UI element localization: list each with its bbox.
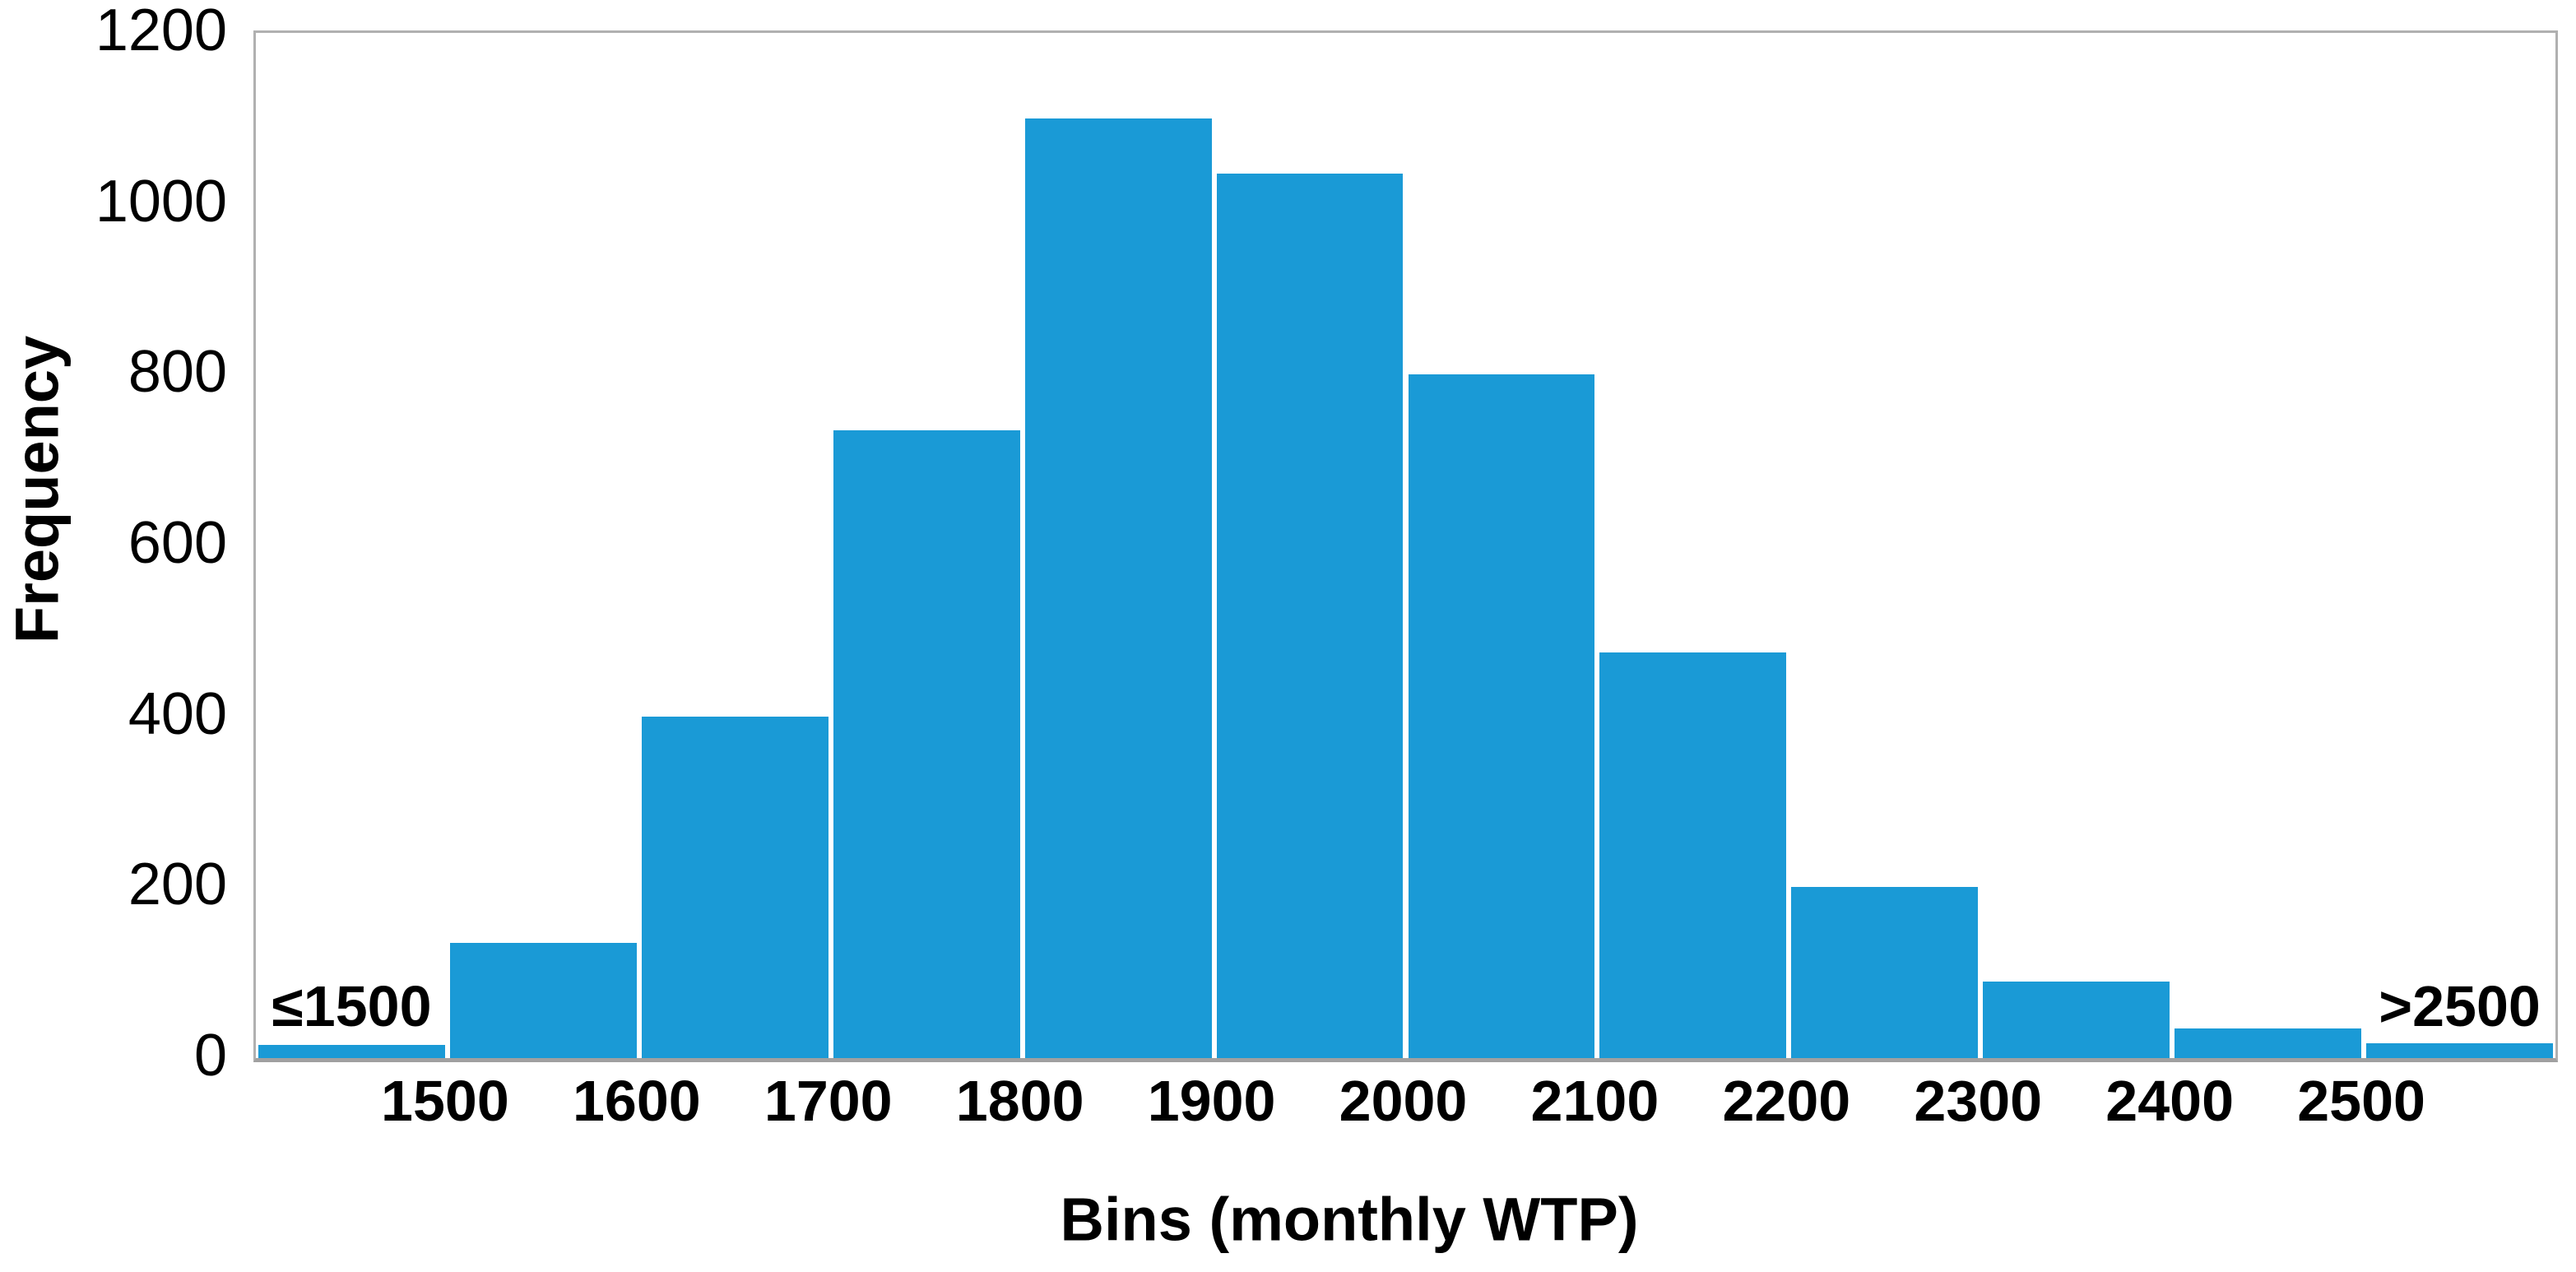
histogram-bar [1791, 887, 1979, 1058]
y-axis-tick-label: 800 [128, 339, 227, 406]
bar-annotation: ≤1500 [272, 974, 432, 1038]
y-axis-title: Frequency [2, 335, 72, 644]
histogram-bar [1216, 174, 1404, 1058]
histogram-bar [2175, 1028, 2362, 1058]
y-axis-tick-label: 1000 [95, 168, 227, 234]
x-axis-tick-label: 2500 [2297, 1069, 2425, 1133]
x-axis-tick-label: 2100 [1530, 1069, 1659, 1133]
x-axis-tick-label: 1800 [955, 1069, 1084, 1133]
x-axis-tick-label: 2300 [1914, 1069, 2043, 1133]
x-axis-tick-label: 2000 [1339, 1069, 1468, 1133]
x-axis-title: Bins (monthly WTP) [1060, 1185, 1639, 1254]
histogram-bar [1983, 981, 2170, 1058]
histogram-bar [641, 716, 828, 1058]
x-axis-tick-label: 2200 [1722, 1069, 1851, 1133]
x-axis-tick-label: 1500 [381, 1069, 509, 1133]
histogram-bar [1599, 652, 1787, 1058]
histogram-bar [258, 1045, 445, 1058]
x-axis-tick-label: 1600 [572, 1069, 701, 1133]
histogram-bar [1408, 374, 1595, 1058]
x-axis-tick-label: 1700 [764, 1069, 893, 1133]
histogram-bar [833, 429, 1020, 1058]
y-axis-tick-label: 200 [128, 852, 227, 918]
y-axis-tick-label: 0 [193, 1023, 227, 1089]
y-axis-tick-label: 600 [128, 510, 227, 576]
x-axis-tick-label: 1900 [1147, 1069, 1276, 1133]
x-axis-tick-label: 2400 [2105, 1069, 2235, 1133]
y-axis-tick-label: 1200 [95, 0, 227, 63]
histogram-bar [1024, 118, 1212, 1058]
histogram-bar [2366, 1043, 2553, 1058]
plot-area: ≤1500 >2500 [253, 30, 2558, 1062]
histogram-bar [449, 942, 637, 1058]
y-axis-tick-label: 400 [128, 680, 227, 747]
bar-annotation: >2500 [2379, 974, 2541, 1038]
